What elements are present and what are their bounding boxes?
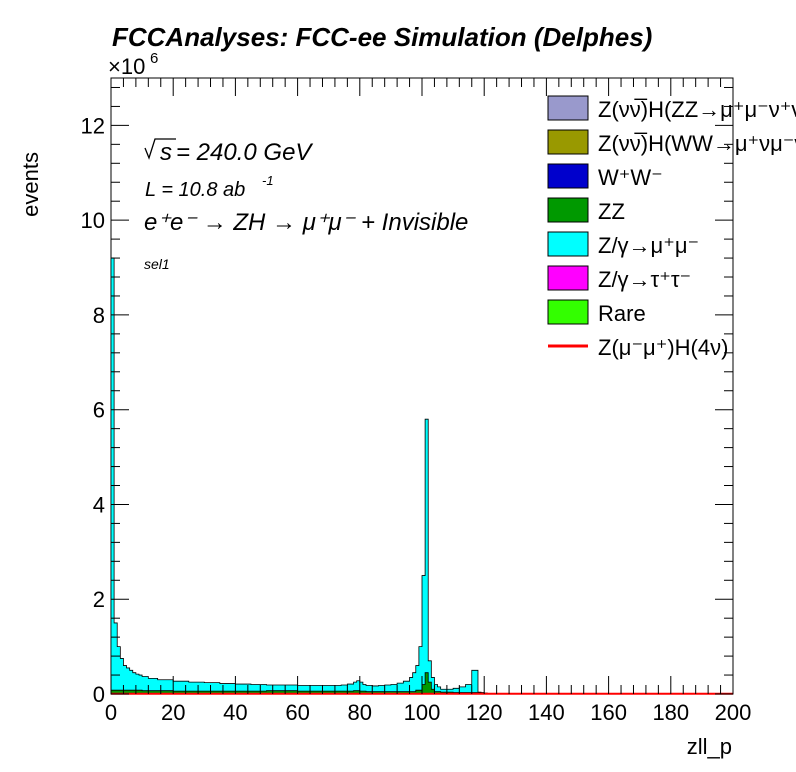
chart-title: FCCAnalyses: FCC-ee Simulation (Delphes) (112, 22, 652, 52)
legend-entry: Z(μ⁻μ⁺)H(4ν) (548, 335, 728, 360)
y-tick-label: 10 (81, 208, 105, 233)
legend-swatch (547, 197, 589, 223)
x-tick-label: 40 (223, 700, 247, 725)
legend-swatch (547, 163, 589, 189)
y-exponent-value: 6 (150, 50, 158, 67)
x-tick-label: 100 (404, 700, 441, 725)
x-tick-label: 20 (161, 700, 185, 725)
x-tick-label: 160 (590, 700, 627, 725)
lumi-exponent: -1 (262, 173, 274, 188)
legend-label: Z(μ⁻μ⁺)H(4ν) (598, 335, 728, 360)
x-tick-label: 180 (652, 700, 689, 725)
legend-entry: Z/γ→μ⁺μ⁻ (547, 231, 699, 258)
x-axis-label: zll_p (687, 734, 732, 759)
process-annotation: e⁺e⁻ → ZH → μ⁺μ⁻ + Invisible (144, 209, 468, 236)
legend-swatch (547, 299, 589, 325)
legend: Z(νν̅)H(ZZ→μ⁺μ⁻ν⁺ν⁻) Z(νν̅)H(WW→μ⁺νμ⁻ν) W⁺… (547, 95, 796, 360)
legend-entry: Z(νν̅)H(WW→μ⁺νμ⁻ν) (547, 129, 796, 156)
y-tick-label: 4 (93, 492, 105, 517)
legend-label: Rare (598, 301, 646, 326)
legend-label: W⁺W⁻ (598, 165, 663, 190)
legend-swatch (547, 129, 589, 155)
legend-swatch (547, 95, 589, 121)
x-tick-label: 200 (715, 700, 752, 725)
legend-label: Z(νν̅)H(WW→μ⁺νμ⁻ν) (598, 131, 796, 156)
lumi-annotation: L = 10.8 ab -1 (145, 173, 274, 201)
legend-label: ZZ (598, 199, 625, 224)
y-tick-label: 2 (93, 587, 105, 612)
series-0-area (110, 257, 671, 694)
y-exponent-label: ×10 (108, 54, 145, 79)
y-tick-label: 8 (93, 303, 105, 328)
axis-ticks: 0 20 40 60 80 100 120 140 160 180 200 0 2 4 6 8 10 12 (81, 78, 752, 725)
legend-entry: Z/γ→τ⁺τ⁻ (547, 265, 691, 292)
legend-entry: Rare (547, 299, 646, 326)
sqrt-symbol (144, 138, 176, 160)
sqrt-s-text: s (160, 139, 172, 166)
x-tick-label: 140 (528, 700, 565, 725)
x-tick-label: 0 (105, 700, 117, 725)
selection-annotation: sel1 (144, 256, 170, 272)
legend-label: Z(νν̅)H(ZZ→μ⁺μ⁻ν⁺ν⁻) (598, 97, 796, 122)
y-tick-label: 0 (93, 682, 105, 707)
y-axis-label: events (18, 152, 43, 217)
legend-entry: Z(νν̅)H(ZZ→μ⁺μ⁻ν⁺ν⁻) (547, 95, 796, 122)
x-tick-label: 60 (285, 700, 309, 725)
legend-entry: ZZ (547, 197, 625, 224)
legend-swatch (547, 265, 589, 291)
sqrt-s-annotation: s = 240.0 GeV (144, 138, 313, 166)
legend-entry: W⁺W⁻ (547, 163, 663, 190)
energy-text: = 240.0 GeV (176, 139, 313, 166)
lumi-text: L = 10.8 ab (145, 179, 245, 201)
legend-label: Z/γ→τ⁺τ⁻ (598, 267, 691, 292)
x-tick-label: 120 (466, 700, 503, 725)
legend-label: Z/γ→μ⁺μ⁻ (598, 233, 699, 258)
y-tick-label: 6 (93, 398, 105, 423)
x-tick-label: 80 (348, 700, 372, 725)
legend-swatch (547, 231, 589, 257)
y-tick-label: 12 (81, 113, 105, 138)
